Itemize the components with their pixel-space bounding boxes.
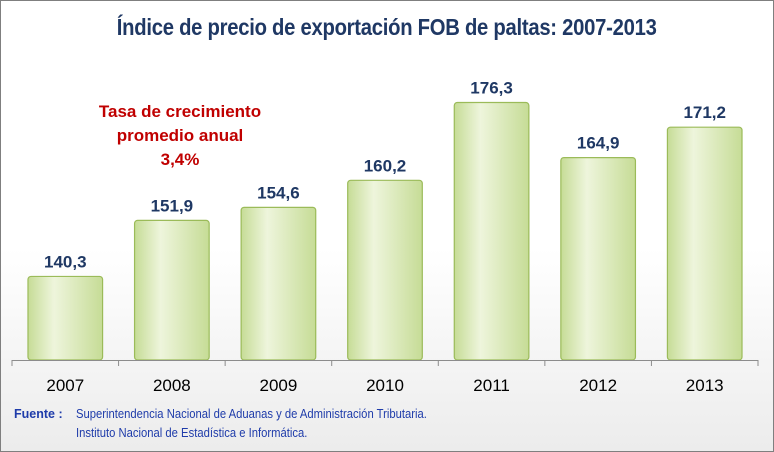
bar-2011 [453,101,530,361]
source-line-2: Instituto Nacional de Estadística e Info… [76,426,308,440]
source-label: Fuente : [14,407,63,421]
category-label-2009: 2009 [260,376,298,395]
value-label-2012: 164,9 [577,134,620,153]
category-label-2013: 2013 [686,376,724,395]
bar-2012 [560,157,637,361]
value-label-2010: 160,2 [364,156,407,175]
bar-2009 [240,206,317,361]
source-note: Fuente : Superintendencia Nacional de Adu… [14,405,466,443]
bar-2007 [27,275,104,361]
source-line-1: Superintendencia Nacional de Aduanas y d… [76,407,427,421]
annotation-line-3: 3,4% [160,150,200,169]
bar-2013 [666,126,743,361]
bar-2008 [133,219,210,361]
category-label-2010: 2010 [366,376,404,395]
category-label-2007: 2007 [46,376,84,395]
category-label-2011: 2011 [473,376,510,395]
value-label-2008: 151,9 [151,196,194,215]
growth-rate-annotation: Tasa de crecimiento promedio anual 3,4% [60,100,300,172]
bar-2010 [347,179,423,361]
chart-title: Índice de precio de exportación FOB de p… [117,14,657,40]
value-label-2009: 154,6 [257,183,300,202]
value-label-2007: 140,3 [44,252,87,271]
category-label-2012: 2012 [579,376,617,395]
value-label-2011: 176,3 [470,79,513,98]
category-label-2008: 2008 [153,376,191,395]
annotation-line-2: promedio anual [116,126,244,145]
value-label-2013: 171,2 [683,103,726,122]
annotation-line-1: Tasa de crecimiento [98,102,262,121]
